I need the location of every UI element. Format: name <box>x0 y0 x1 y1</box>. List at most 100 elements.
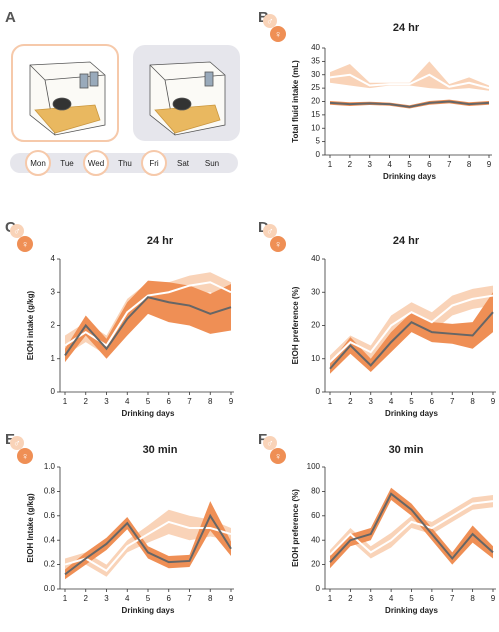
y-tick-label: 35 <box>311 56 320 65</box>
x-tick-label: 8 <box>470 594 475 603</box>
day-label: Sat <box>177 159 190 168</box>
day-label: Fri <box>149 159 159 168</box>
y-tick-label: 5 <box>316 137 321 146</box>
y-tick-label: 40 <box>311 254 320 263</box>
y-tick-label: 4 <box>51 254 56 263</box>
week-bar <box>10 153 238 173</box>
x-tick-label: 1 <box>328 160 333 169</box>
legend-label: ♂ <box>13 439 21 450</box>
mean-line <box>64 520 232 572</box>
legend-swatch <box>17 448 33 464</box>
error-band <box>65 280 231 363</box>
mean-line <box>64 513 232 576</box>
y-tick-label: 60 <box>311 511 320 520</box>
legend-swatch <box>270 26 286 42</box>
legend-swatch <box>17 236 33 252</box>
x-tick-label: 2 <box>84 594 89 603</box>
x-tick-label: 9 <box>491 397 496 406</box>
x-tick-label: 6 <box>167 594 172 603</box>
day-label: Mon <box>30 159 46 168</box>
y-axis-label: Total fluid intake (mL) <box>291 60 300 143</box>
x-axis-label: Drinking days <box>122 409 175 418</box>
error-band <box>330 495 493 560</box>
y-axis-label: EtOH Intake (g/kg) <box>26 493 35 563</box>
y-tick-label: 0 <box>51 387 56 396</box>
x-axis-label: Drinking days <box>383 172 436 181</box>
x-tick-label: 4 <box>389 397 394 406</box>
y-tick-label: 0 <box>316 584 321 593</box>
mean-line <box>329 100 490 108</box>
x-tick-label: 7 <box>187 397 192 406</box>
x-tick-label: 1 <box>63 594 68 603</box>
x-tick-label: 5 <box>146 594 151 603</box>
mean-line <box>329 311 494 370</box>
y-tick-label: 20 <box>311 560 320 569</box>
panel-label: F <box>258 431 267 448</box>
legend-swatch <box>270 448 286 464</box>
x-tick-label: 8 <box>208 397 213 406</box>
y-axis-label: EtOH preference (%) <box>291 489 300 567</box>
mean-line <box>329 492 494 563</box>
x-tick-label: 4 <box>389 594 394 603</box>
x-tick-label: 5 <box>407 160 412 169</box>
legend-label: ♀ <box>21 452 29 463</box>
y-tick-label: 100 <box>307 462 321 471</box>
day-label: Thu <box>118 159 132 168</box>
legend-label: ♀ <box>274 452 282 463</box>
day-label: Tue <box>60 159 74 168</box>
chart-title: 30 min <box>143 444 178 456</box>
x-tick-label: 2 <box>348 397 353 406</box>
y-axis-label: EtOH preference (%) <box>291 286 300 364</box>
x-tick-label: 1 <box>63 397 68 406</box>
x-tick-label: 7 <box>450 594 455 603</box>
y-tick-label: 20 <box>311 321 320 330</box>
error-band <box>330 61 489 91</box>
x-tick-label: 1 <box>328 594 333 603</box>
x-tick-label: 3 <box>369 594 374 603</box>
y-tick-label: 0.0 <box>44 584 56 593</box>
error-band <box>65 509 231 577</box>
y-tick-label: 40 <box>311 535 320 544</box>
legend-label: ♂ <box>266 227 274 238</box>
x-axis-label: Drinking days <box>122 606 175 615</box>
x-tick-label: 3 <box>369 397 374 406</box>
y-tick-label: 40 <box>311 43 320 52</box>
legend-label: ♂ <box>266 17 274 28</box>
y-tick-label: 25 <box>311 83 320 92</box>
x-tick-label: 8 <box>208 594 213 603</box>
x-tick-label: 4 <box>125 397 130 406</box>
panel-label: B <box>258 9 269 26</box>
y-tick-label: 0.2 <box>44 560 56 569</box>
x-tick-label: 9 <box>487 160 492 169</box>
mean-line <box>329 500 494 556</box>
chart-title: 24 hr <box>393 22 420 34</box>
legend-swatch <box>10 224 24 238</box>
x-tick-label: 6 <box>430 594 435 603</box>
mean-line <box>329 73 490 90</box>
legend-swatch <box>263 14 277 28</box>
x-tick-label: 9 <box>491 594 496 603</box>
chart-title: 30 min <box>389 444 424 456</box>
y-tick-label: 15 <box>311 110 320 119</box>
x-tick-label: 1 <box>328 397 333 406</box>
panel-label: A <box>5 9 16 26</box>
x-tick-label: 3 <box>104 594 109 603</box>
legend-label: ♀ <box>274 30 282 41</box>
error-band <box>330 292 493 374</box>
error-band <box>330 487 493 569</box>
day-label: Wed <box>88 159 104 168</box>
y-tick-label: 0.6 <box>44 511 56 520</box>
x-tick-label: 5 <box>409 594 414 603</box>
cage <box>149 61 226 136</box>
y-tick-label: 10 <box>311 354 320 363</box>
day-marker <box>83 150 109 176</box>
chart-title: 24 hr <box>147 235 174 247</box>
x-tick-label: 7 <box>187 594 192 603</box>
x-axis-label: Drinking days <box>385 606 438 615</box>
mean-line <box>64 281 232 347</box>
y-tick-label: 10 <box>311 123 320 132</box>
x-tick-label: 9 <box>229 594 234 603</box>
y-tick-label: 1 <box>51 354 56 363</box>
x-tick-label: 2 <box>84 397 89 406</box>
x-tick-label: 6 <box>167 397 172 406</box>
